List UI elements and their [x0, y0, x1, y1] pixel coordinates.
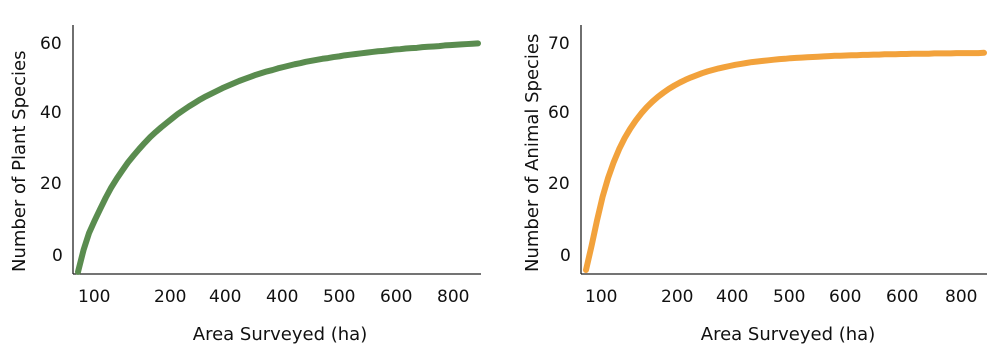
y-tick-label: 0	[560, 246, 571, 266]
x-axis-title: Area Surveyed (ha)	[193, 324, 367, 345]
x-tick-label: 800	[945, 287, 977, 307]
x-tick-label: 500	[773, 287, 805, 307]
x-tick-label: 400	[266, 287, 298, 307]
plant-species-series-line	[75, 40, 481, 275]
x-tick-label: 600	[886, 287, 918, 307]
x-tick-label: 600	[380, 287, 412, 307]
x-tick-label: 200	[661, 287, 693, 307]
x-tick-label: 200	[154, 287, 186, 307]
y-axis-title: Number of Animal Species	[522, 34, 543, 272]
x-tick-label: 600	[829, 287, 861, 307]
y-tick-label: 20	[548, 174, 570, 194]
animal-species-chart: 70 60 20 0 100 200 400 500 600 600 800 N…	[522, 25, 987, 345]
x-tick-label: 800	[437, 287, 469, 307]
x-tick-label: 100	[78, 287, 110, 307]
y-tick-label: 20	[40, 174, 62, 194]
y-tick-label: 70	[548, 34, 570, 54]
x-tick-label: 400	[716, 287, 748, 307]
y-axis-title: Number of Plant Species	[9, 51, 30, 272]
x-tick-label: 400	[209, 287, 241, 307]
y-tick-label: 40	[40, 103, 62, 123]
y-tick-label: 0	[52, 246, 63, 266]
x-axis-title: Area Surveyed (ha)	[701, 324, 875, 345]
animal-species-series-line	[583, 49, 987, 273]
y-tick-label: 60	[40, 34, 62, 54]
x-tick-label: 500	[323, 287, 355, 307]
y-tick-label: 60	[548, 103, 570, 123]
x-tick-label: 100	[585, 287, 617, 307]
plant-species-chart: 60 40 20 0 100 200 400 400 500 600 800 N…	[9, 25, 481, 345]
